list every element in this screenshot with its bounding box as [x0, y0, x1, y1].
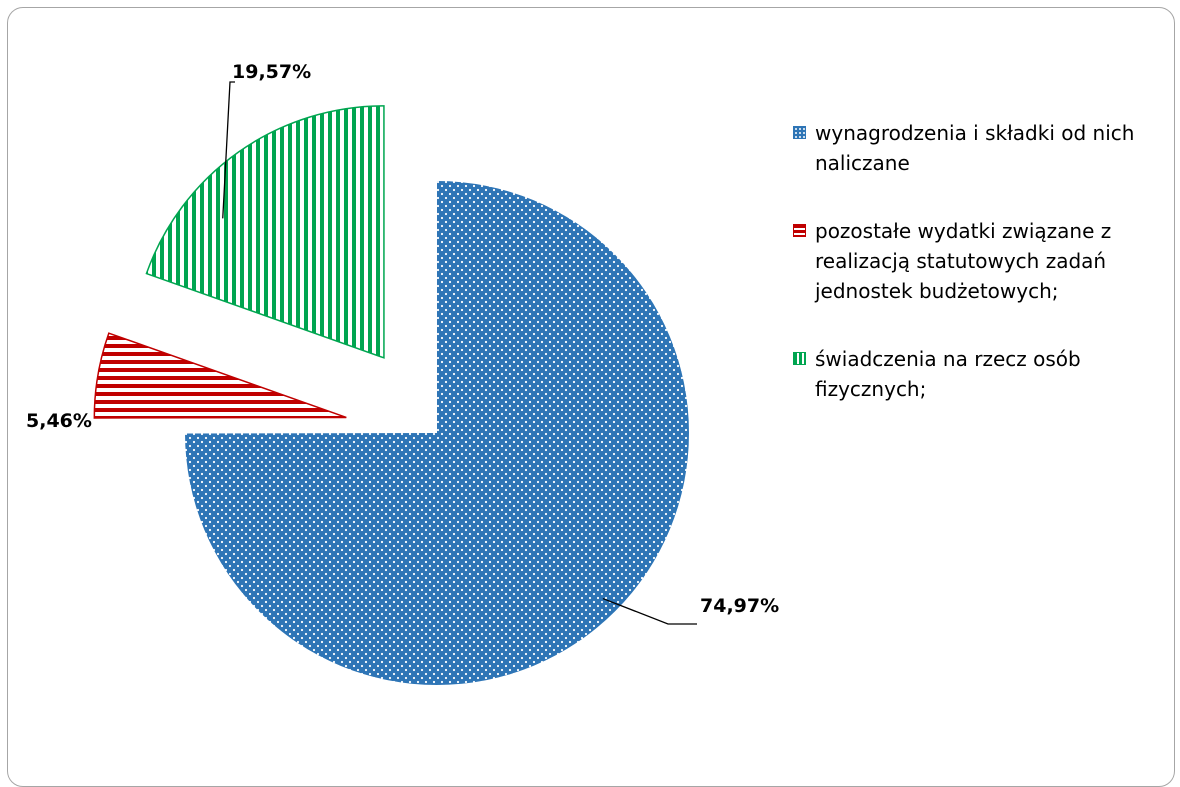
pie-slice-0 — [185, 181, 689, 686]
legend-label: świadczenia na rzecz osób fizycznych; — [815, 347, 1081, 401]
leader-line-0 — [602, 597, 697, 625]
legend-label: wynagrodzenia i składki od nich naliczan… — [815, 121, 1135, 175]
data-label-2: 19,57% — [232, 61, 311, 83]
legend-item-pozostale-wydatki: pozostałe wydatki związane z realizacją … — [793, 216, 1173, 306]
pie-slice-1 — [93, 332, 347, 419]
legend-swatch-red-stripes — [793, 224, 806, 237]
chart-legend: wynagrodzenia i składki od nich naliczan… — [793, 118, 1173, 442]
legend-item-wynagrodzenia: wynagrodzenia i składki od nich naliczan… — [793, 118, 1173, 178]
legend-swatch-green-stripes — [793, 352, 806, 365]
legend-item-swiadczenia: świadczenia na rzecz osób fizycznych; — [793, 344, 1173, 404]
pie-chart: 74,97% 5,46% 19,57% — [26, 61, 779, 686]
data-label-1: 5,46% — [26, 410, 92, 432]
data-label-0: 74,97% — [700, 595, 779, 617]
legend-label: pozostałe wydatki związane z realizacją … — [815, 219, 1112, 303]
pie-slice-2 — [145, 105, 385, 359]
legend-swatch-blue-dots — [793, 126, 806, 139]
leader-line-2 — [222, 81, 235, 219]
